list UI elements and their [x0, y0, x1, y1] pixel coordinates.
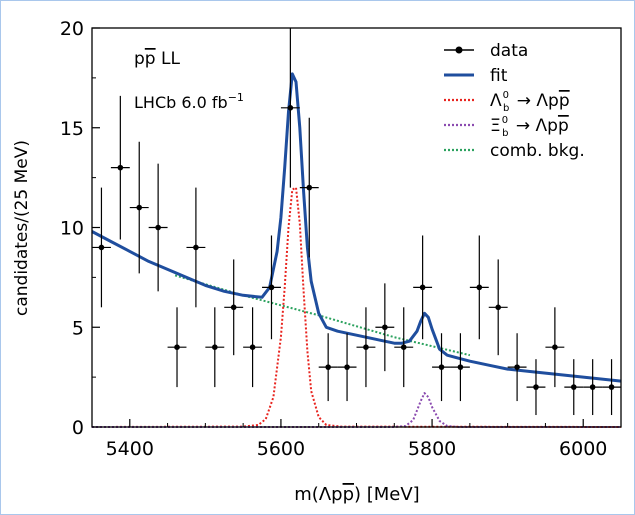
data-point	[413, 235, 433, 340]
data-point	[432, 333, 451, 402]
x-tick-label: 5600	[257, 438, 305, 460]
legend-label-lb: Λ0 b → Λpp	[490, 90, 570, 114]
data-point	[243, 307, 263, 388]
legend-label-xib: Ξ0 b → Λpp	[490, 115, 569, 139]
data-point-marker	[533, 384, 539, 390]
data-point-marker	[155, 224, 161, 231]
legend-label-fit: fit	[490, 66, 508, 86]
data-point	[337, 333, 357, 402]
data-point	[224, 259, 244, 356]
data-point-marker	[174, 344, 180, 351]
data-point-marker	[287, 105, 294, 111]
y-axis-label: candidates/(25 MeV)	[12, 140, 32, 316]
data-point	[148, 163, 168, 292]
data-point	[318, 333, 338, 402]
data-point-marker	[514, 364, 520, 370]
y-tick-label: 0	[72, 417, 84, 439]
annotation-channel: pp LL	[134, 49, 180, 69]
data-point-marker	[193, 244, 199, 251]
data-point-marker	[249, 344, 256, 351]
legend-item-data: data	[444, 41, 528, 61]
legend-item-fit: fit	[444, 66, 508, 86]
data-point	[110, 95, 130, 240]
data-point-marker	[98, 244, 105, 251]
data-point	[545, 307, 565, 388]
axes-layer: 0 5 10 15 20 5400 5600 5800 6000	[60, 18, 622, 460]
data-point-marker	[419, 284, 426, 291]
data-point-marker	[382, 324, 388, 331]
data-point-marker	[570, 384, 577, 390]
data-point-marker	[306, 184, 313, 191]
data-point	[167, 307, 187, 388]
data-point	[356, 307, 376, 388]
data-point	[186, 187, 206, 308]
legend-marker-data-dot	[455, 46, 463, 54]
data-point	[469, 235, 489, 340]
data-point-marker	[400, 344, 407, 351]
data-point	[262, 235, 281, 340]
legend-label-comb: comb. bkg.	[490, 141, 585, 161]
data-point	[129, 141, 149, 274]
data-point-marker	[457, 364, 464, 370]
data-point	[526, 359, 546, 416]
data-point	[564, 359, 584, 416]
x-tick-label: 6000	[559, 438, 607, 460]
data-point	[299, 117, 319, 258]
data-point	[507, 333, 527, 402]
data-point-marker	[476, 284, 483, 291]
legend-label-data: data	[490, 41, 528, 61]
data-point	[583, 359, 603, 416]
data-point	[280, 28, 300, 188]
data-point-marker	[268, 284, 275, 291]
data-point	[394, 307, 414, 388]
data-point-marker	[136, 204, 143, 211]
data-point-marker	[552, 344, 558, 351]
data-point-marker	[117, 164, 124, 171]
y-tick-label: 5	[72, 317, 84, 339]
legend-item-xib: Ξ0 b → Λpp	[444, 115, 569, 139]
x-axis-label: m(Λpp) [MeV]	[294, 484, 419, 505]
data-point	[602, 359, 621, 416]
data-point-marker	[608, 384, 615, 390]
data-point-marker	[363, 344, 369, 351]
data-point	[450, 333, 470, 402]
data-point-marker	[344, 364, 350, 370]
y-tick-label: 10	[60, 218, 84, 240]
data-point	[375, 283, 395, 372]
data-point	[205, 307, 225, 388]
series-lb-line	[91, 186, 622, 428]
x-tick-label: 5400	[106, 438, 154, 460]
data-points-layer	[92, 28, 621, 416]
data-point-marker	[589, 384, 596, 390]
data-point-marker	[230, 304, 237, 311]
legend-item-lb: Λ0 b → Λpp	[444, 90, 570, 114]
series-xib-line	[92, 392, 621, 428]
annotation-lhcb-lumi: LHCb 6.0 fb−1	[134, 91, 244, 112]
data-point-marker	[495, 304, 501, 311]
data-point-marker	[438, 364, 445, 370]
y-tick-label: 15	[60, 118, 84, 140]
data-point-marker	[325, 364, 331, 370]
y-tick-label: 20	[60, 18, 84, 40]
data-point-marker	[212, 344, 218, 351]
x-tick-label: 5800	[408, 438, 456, 460]
data-point	[92, 187, 111, 308]
data-point	[488, 259, 508, 356]
legend-item-comb: comb. bkg.	[444, 141, 585, 161]
